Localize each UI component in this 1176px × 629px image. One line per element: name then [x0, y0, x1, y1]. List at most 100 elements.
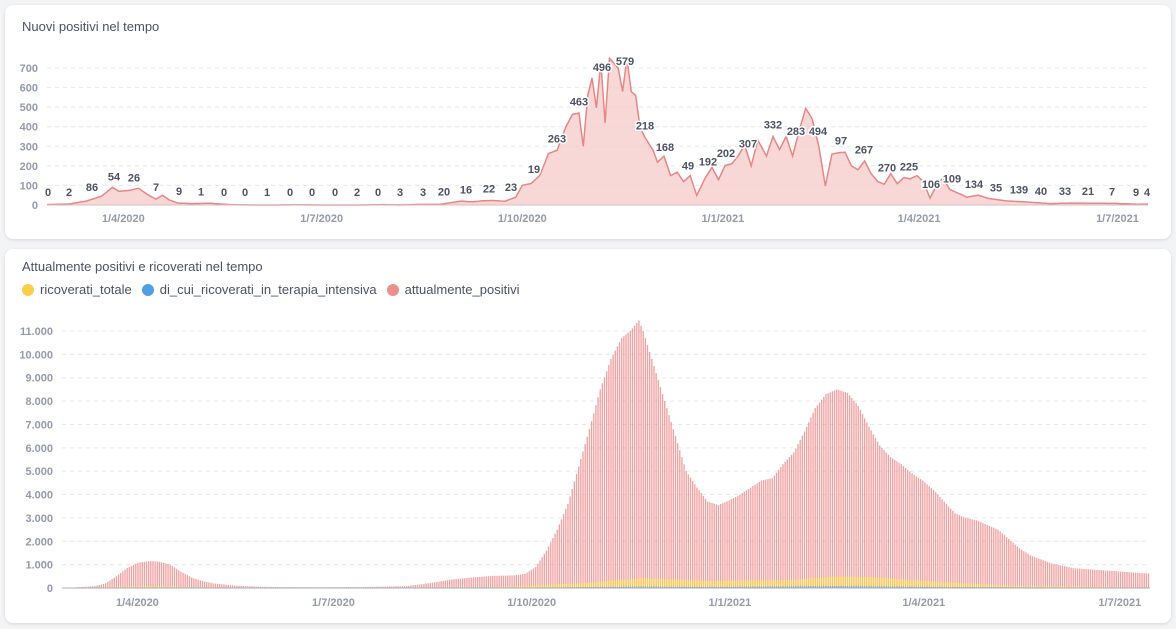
bar: [694, 586, 696, 588]
legend-item-ricoverati-totale[interactable]: ricoverati_totale: [22, 282, 132, 297]
bar: [891, 586, 894, 588]
bar: [208, 582, 210, 588]
bar: [879, 577, 881, 588]
bar: [83, 586, 85, 588]
bar: [494, 575, 496, 588]
bar: [163, 586, 165, 588]
bar: [1044, 586, 1046, 588]
bar: [999, 585, 1001, 588]
bar: [808, 586, 810, 588]
bar: [1010, 585, 1012, 588]
bar: [934, 492, 937, 588]
legend-item-terapia-intensiva[interactable]: di_cui_ricoverati_in_terapia_intensiva: [141, 282, 377, 297]
bar: [563, 514, 565, 588]
bar: [919, 580, 922, 588]
bar: [1113, 571, 1115, 588]
bar: [838, 390, 840, 588]
bar: [664, 579, 666, 588]
bar: [941, 499, 943, 588]
bar: [1115, 571, 1117, 588]
bar: [547, 546, 550, 588]
bar: [1008, 585, 1010, 588]
bar: [812, 586, 814, 588]
x-tick-label: 1/7/2020: [300, 213, 343, 225]
bar: [214, 583, 216, 588]
bar: [947, 582, 950, 588]
bar: [517, 574, 520, 588]
x-tick-label: 1/4/2020: [102, 213, 145, 225]
bar: [934, 581, 937, 588]
bar: [954, 513, 956, 588]
x-tick-label: 1/7/2021: [1098, 597, 1141, 609]
bar: [631, 328, 634, 588]
bar: [915, 476, 917, 588]
bar: [676, 579, 679, 588]
bar: [750, 487, 752, 588]
bar: [627, 579, 629, 588]
bar: [730, 586, 733, 588]
bar: [621, 338, 623, 588]
bar: [709, 580, 711, 588]
bar: [1046, 586, 1049, 588]
bar: [801, 435, 803, 588]
bar: [240, 585, 242, 588]
bar: [1008, 538, 1010, 588]
bar: [1042, 586, 1044, 588]
bar: [769, 586, 771, 588]
y-tick-label: 200: [20, 161, 38, 173]
bar: [969, 518, 971, 588]
bar: [649, 578, 651, 588]
data-label: 7: [153, 182, 159, 194]
bar: [709, 586, 711, 588]
bar: [750, 580, 752, 588]
bar: [803, 431, 806, 588]
bar: [141, 586, 143, 588]
bar: [838, 576, 840, 588]
bar: [715, 580, 717, 588]
bar: [859, 409, 862, 588]
bar: [982, 523, 984, 588]
bar: [997, 585, 999, 588]
legend-item-attualmente-positivi[interactable]: attualmente_positivi: [386, 282, 520, 297]
bar: [552, 584, 554, 588]
bar: [739, 586, 741, 588]
bar: [887, 578, 890, 588]
bar: [504, 586, 507, 588]
bar: [664, 401, 666, 588]
bar: [1051, 586, 1053, 588]
bar: [836, 586, 838, 588]
data-label: 9: [1133, 187, 1139, 199]
bar: [156, 586, 158, 588]
bar: [139, 586, 141, 588]
bar: [528, 571, 530, 588]
bar: [786, 586, 788, 588]
bar: [621, 579, 623, 588]
bar: [952, 582, 954, 588]
bar: [629, 331, 631, 588]
bar: [560, 584, 563, 588]
bar: [769, 580, 771, 588]
bar: [821, 399, 823, 588]
data-label: 332: [764, 120, 782, 132]
bar: [1083, 586, 1085, 588]
bar: [829, 576, 831, 588]
bar: [597, 581, 599, 588]
data-label: 40: [1035, 186, 1047, 198]
bar: [1027, 585, 1029, 588]
bar: [438, 581, 440, 588]
bar: [840, 586, 842, 588]
bar: [128, 586, 130, 588]
bar: [130, 565, 133, 588]
bar: [1016, 546, 1019, 588]
bar: [504, 575, 507, 588]
bar: [1102, 570, 1105, 588]
bar: [178, 570, 180, 588]
bar: [175, 586, 178, 588]
bar: [382, 586, 384, 588]
bar: [543, 584, 545, 588]
y-tick-label: 6.000: [25, 443, 53, 455]
bar: [876, 577, 879, 588]
bar: [96, 585, 98, 588]
bar: [941, 582, 943, 588]
bar: [1104, 570, 1107, 588]
